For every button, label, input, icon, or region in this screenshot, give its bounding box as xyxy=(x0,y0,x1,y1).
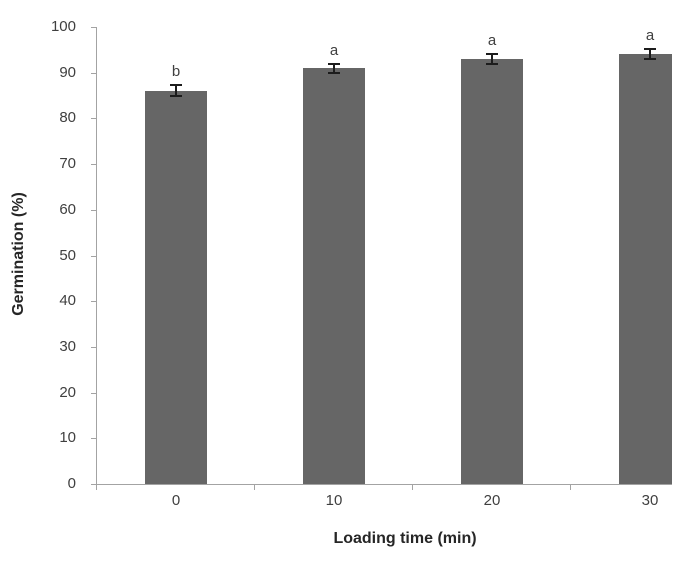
error-bar-cap-bottom xyxy=(644,58,656,60)
significance-letter: b xyxy=(171,63,181,80)
error-bar-line xyxy=(491,54,493,64)
y-tick xyxy=(91,484,96,485)
x-tick-label: 20 xyxy=(483,492,501,509)
x-tick-label: 10 xyxy=(325,492,343,509)
error-bar-cap-top xyxy=(328,63,340,65)
y-tick-label: 80 xyxy=(59,109,76,126)
y-tick-label: 0 xyxy=(67,475,76,492)
y-tick xyxy=(91,27,96,28)
y-tick-label: 90 xyxy=(59,64,76,81)
error-bar-cap-top xyxy=(170,84,182,86)
error-bar-cap-top xyxy=(486,53,498,55)
significance-letter: a xyxy=(487,32,497,49)
significance-letter: a xyxy=(329,42,339,59)
y-tick xyxy=(91,210,96,211)
error-bar-line xyxy=(649,49,651,59)
bar xyxy=(461,59,523,484)
y-tick xyxy=(91,438,96,439)
error-bar-cap-bottom xyxy=(328,72,340,74)
y-tick-label: 50 xyxy=(59,247,76,264)
x-axis-line xyxy=(96,484,672,485)
y-tick-label: 100 xyxy=(50,18,76,35)
x-tick-label: 30 xyxy=(641,492,659,509)
error-bar-cap-bottom xyxy=(486,63,498,65)
y-tick-label: 60 xyxy=(59,201,76,218)
y-tick-label: 40 xyxy=(59,292,76,309)
bar xyxy=(145,91,207,484)
y-tick-label: 70 xyxy=(59,155,76,172)
y-tick xyxy=(91,164,96,165)
y-tick xyxy=(91,73,96,74)
significance-letter: a xyxy=(645,27,655,44)
x-axis-title: Loading time (min) xyxy=(333,530,477,547)
x-tick xyxy=(412,485,413,490)
x-tick-label: 0 xyxy=(171,492,181,509)
y-tick xyxy=(91,393,96,394)
error-bar-line xyxy=(175,85,177,96)
y-axis-line xyxy=(96,27,97,485)
y-tick xyxy=(91,118,96,119)
x-tick xyxy=(254,485,255,490)
y-tick-label: 10 xyxy=(59,429,76,446)
y-tick xyxy=(91,347,96,348)
y-tick xyxy=(91,301,96,302)
error-bar-cap-top xyxy=(644,48,656,50)
bar xyxy=(619,54,672,484)
y-tick xyxy=(91,256,96,257)
x-tick xyxy=(570,485,571,490)
error-bar-cap-bottom xyxy=(170,95,182,97)
error-bar-line xyxy=(333,64,335,73)
y-tick-label: 30 xyxy=(59,338,76,355)
x-tick xyxy=(96,485,97,490)
bar xyxy=(303,68,365,484)
y-tick-label: 20 xyxy=(59,384,76,401)
